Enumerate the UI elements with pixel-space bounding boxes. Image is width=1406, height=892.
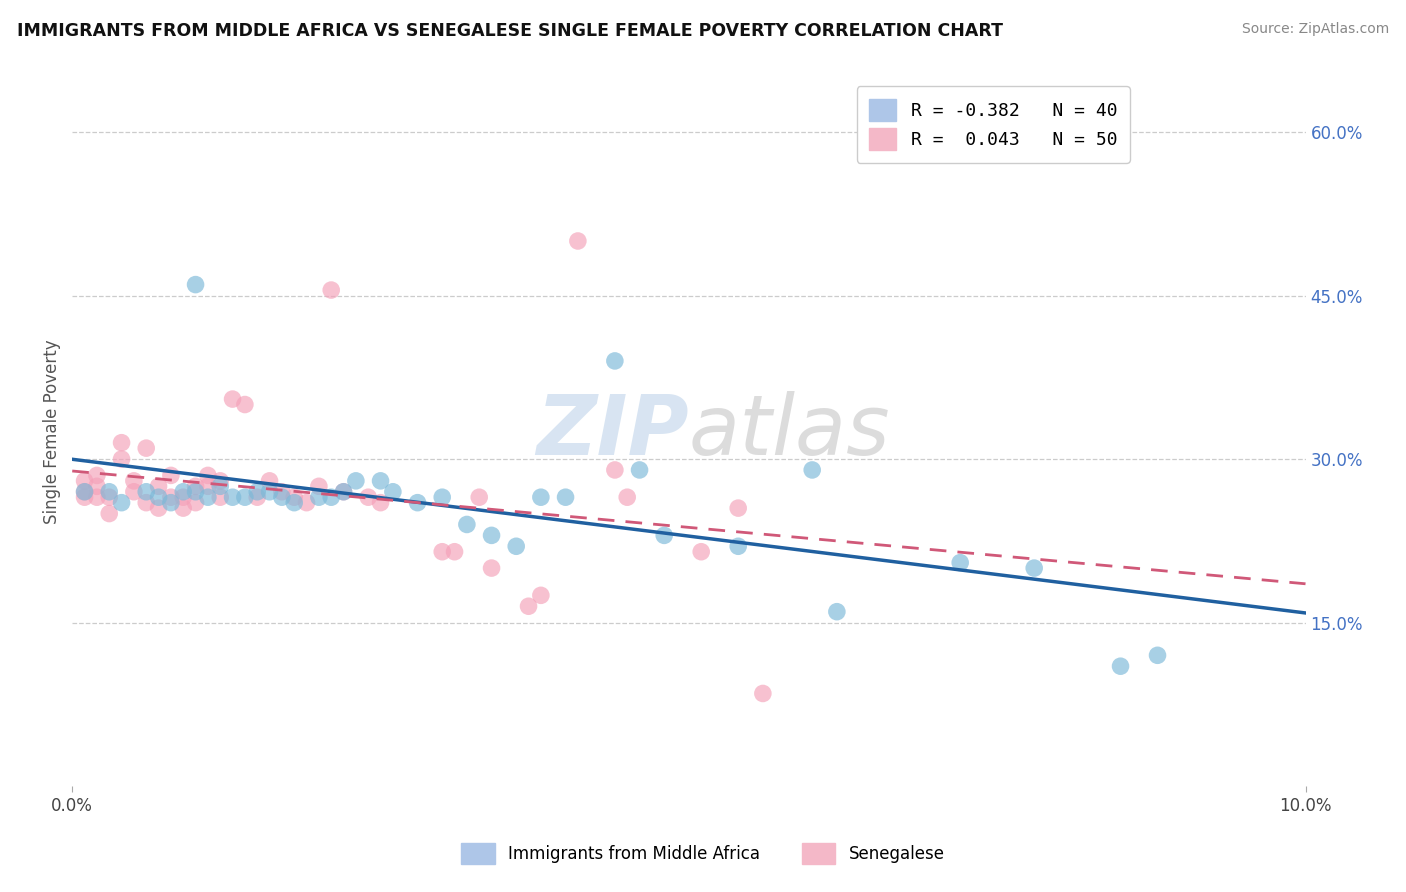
Point: [295, 496, 318, 510]
Point: [332, 484, 354, 499]
Point: [110, 452, 132, 467]
Point: [148, 501, 170, 516]
Point: [727, 539, 749, 553]
Point: [73, 484, 96, 499]
Legend: R = -0.382   N = 40, R =  0.043   N = 50: R = -0.382 N = 40, R = 0.043 N = 50: [856, 87, 1130, 163]
Point: [197, 468, 219, 483]
Point: [209, 490, 232, 504]
Point: [160, 496, 183, 510]
Point: [172, 484, 194, 499]
Point: [308, 479, 330, 493]
Point: [184, 484, 207, 499]
Point: [370, 474, 392, 488]
Point: [517, 599, 540, 614]
Point: [73, 484, 96, 499]
Point: [135, 441, 157, 455]
Point: [221, 392, 243, 406]
Point: [135, 484, 157, 499]
Point: [86, 490, 108, 504]
Point: [432, 490, 454, 504]
Point: [332, 484, 354, 499]
Point: [73, 474, 96, 488]
Point: [406, 496, 429, 510]
Text: ZIP: ZIP: [536, 392, 689, 472]
Point: [801, 463, 824, 477]
Point: [727, 501, 749, 516]
Text: Source: ZipAtlas.com: Source: ZipAtlas.com: [1241, 22, 1389, 37]
Point: [283, 496, 305, 510]
Point: [949, 556, 972, 570]
Point: [652, 528, 675, 542]
Point: [505, 539, 527, 553]
Point: [98, 490, 121, 504]
Point: [690, 545, 713, 559]
Point: [357, 490, 380, 504]
Point: [86, 479, 108, 493]
Point: [209, 479, 232, 493]
Point: [603, 354, 626, 368]
Point: [110, 435, 132, 450]
Point: [148, 479, 170, 493]
Point: [160, 468, 183, 483]
Point: [456, 517, 478, 532]
Point: [122, 474, 145, 488]
Point: [172, 501, 194, 516]
Legend: Immigrants from Middle Africa, Senegalese: Immigrants from Middle Africa, Senegales…: [454, 837, 952, 871]
Point: [246, 484, 269, 499]
Point: [283, 490, 305, 504]
Point: [221, 490, 243, 504]
Point: [381, 484, 404, 499]
Point: [616, 490, 638, 504]
Point: [122, 484, 145, 499]
Point: [160, 490, 183, 504]
Point: [110, 496, 132, 510]
Point: [246, 490, 269, 504]
Y-axis label: Single Female Poverty: Single Female Poverty: [44, 340, 60, 524]
Point: [321, 283, 343, 297]
Point: [603, 463, 626, 477]
Point: [184, 479, 207, 493]
Point: [148, 490, 170, 504]
Point: [1024, 561, 1046, 575]
Point: [567, 234, 589, 248]
Point: [172, 490, 194, 504]
Text: atlas: atlas: [689, 392, 890, 472]
Point: [344, 474, 367, 488]
Point: [1146, 648, 1168, 663]
Point: [184, 496, 207, 510]
Point: [270, 484, 292, 499]
Point: [135, 496, 157, 510]
Point: [752, 686, 775, 700]
Point: [530, 588, 553, 602]
Point: [443, 545, 465, 559]
Point: [259, 474, 281, 488]
Point: [481, 561, 503, 575]
Point: [1109, 659, 1132, 673]
Point: [270, 490, 292, 504]
Point: [468, 490, 491, 504]
Point: [209, 474, 232, 488]
Point: [98, 484, 121, 499]
Point: [321, 490, 343, 504]
Point: [197, 479, 219, 493]
Point: [86, 468, 108, 483]
Point: [628, 463, 651, 477]
Point: [98, 507, 121, 521]
Point: [73, 490, 96, 504]
Point: [370, 496, 392, 510]
Point: [825, 605, 848, 619]
Point: [184, 277, 207, 292]
Point: [197, 490, 219, 504]
Point: [233, 398, 256, 412]
Point: [481, 528, 503, 542]
Point: [308, 490, 330, 504]
Point: [554, 490, 576, 504]
Point: [432, 545, 454, 559]
Point: [259, 484, 281, 499]
Point: [233, 490, 256, 504]
Point: [530, 490, 553, 504]
Text: IMMIGRANTS FROM MIDDLE AFRICA VS SENEGALESE SINGLE FEMALE POVERTY CORRELATION CH: IMMIGRANTS FROM MIDDLE AFRICA VS SENEGAL…: [17, 22, 1002, 40]
